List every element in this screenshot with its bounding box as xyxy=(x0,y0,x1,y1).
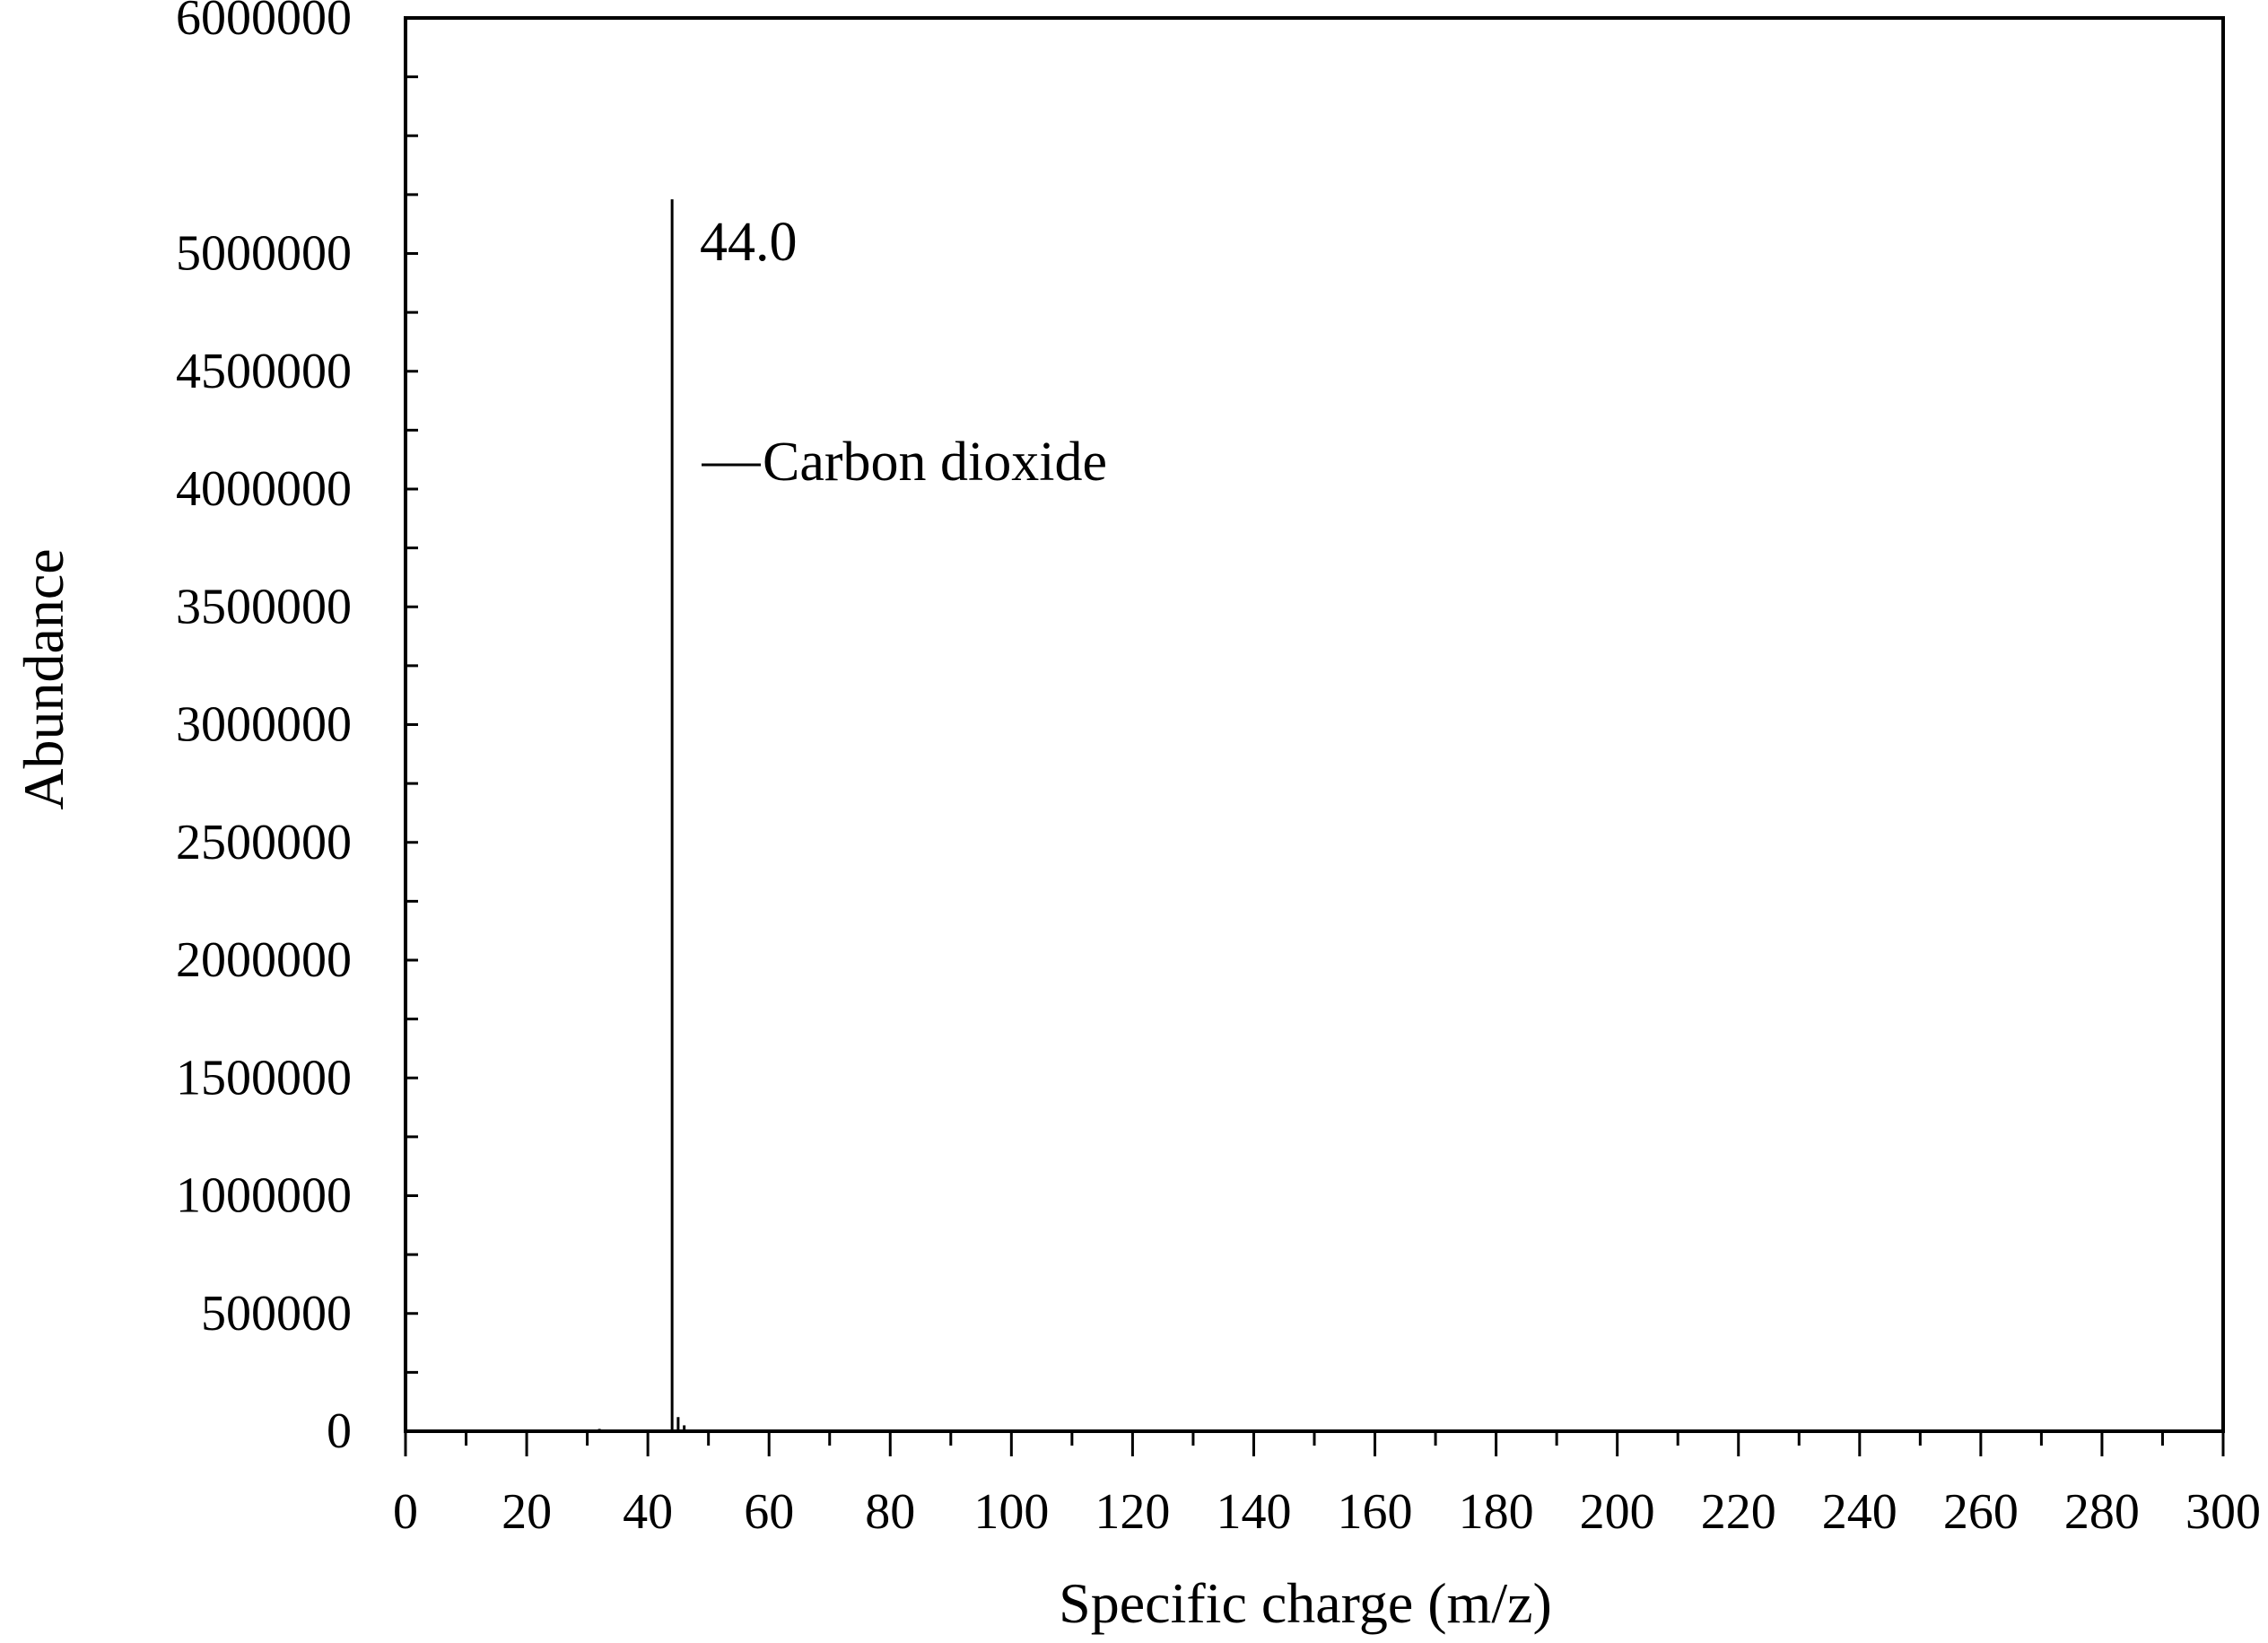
x-tick-label: 0 xyxy=(393,1484,418,1540)
y-tick-label: 2000000 xyxy=(176,932,352,988)
x-tick-label: 300 xyxy=(2185,1484,2261,1540)
x-tick-label: 60 xyxy=(744,1484,794,1540)
x-tick-label: 100 xyxy=(973,1484,1049,1540)
spectrum-peaks xyxy=(573,199,686,1431)
y-tick-label: 500000 xyxy=(201,1286,352,1341)
x-tick-label: 240 xyxy=(1822,1484,1897,1540)
y-tick-label: 0 xyxy=(327,1403,352,1459)
plot-frame xyxy=(404,16,2225,1433)
y-tick-label: 1000000 xyxy=(176,1168,352,1224)
x-tick-label: 140 xyxy=(1216,1484,1291,1540)
x-tick-label: 80 xyxy=(865,1484,915,1540)
compound-label: Carbon dioxide xyxy=(763,432,1107,493)
y-tick-label: 3000000 xyxy=(176,697,352,753)
y-axis-ticks: 0 500000 1000000 1500000 2000000 2500000 30000… xyxy=(176,0,418,1459)
x-tick-label: 200 xyxy=(1580,1484,1655,1540)
y-tick-label: 2500000 xyxy=(176,815,352,870)
peak-label: 44.0 xyxy=(700,212,798,273)
y-axis-title: Abundance xyxy=(12,548,75,809)
y-tick-label: 4000000 xyxy=(176,461,352,517)
x-tick-label: 220 xyxy=(1701,1484,1776,1540)
x-tick-label: 160 xyxy=(1338,1484,1413,1540)
x-tick-label: 180 xyxy=(1459,1484,1534,1540)
x-axis-ticks: 0 20 40 60 80 100 120 140 160 180 200 220 240 260 280 3… xyxy=(393,1431,2261,1540)
y-tick-label: 6000000 xyxy=(176,0,352,46)
x-tick-label: 20 xyxy=(502,1484,552,1540)
x-tick-label: 280 xyxy=(2064,1484,2140,1540)
x-tick-label: 120 xyxy=(1095,1484,1170,1540)
y-tick-label: 5000000 xyxy=(176,226,352,282)
x-axis-title: Specific charge (m/z) xyxy=(1059,1571,1552,1635)
y-tick-label: 3500000 xyxy=(176,579,352,634)
x-tick-label: 260 xyxy=(1943,1484,2019,1540)
x-tick-label: 40 xyxy=(623,1484,673,1540)
y-tick-label: 1500000 xyxy=(176,1050,352,1106)
y-tick-label: 4500000 xyxy=(176,344,352,399)
